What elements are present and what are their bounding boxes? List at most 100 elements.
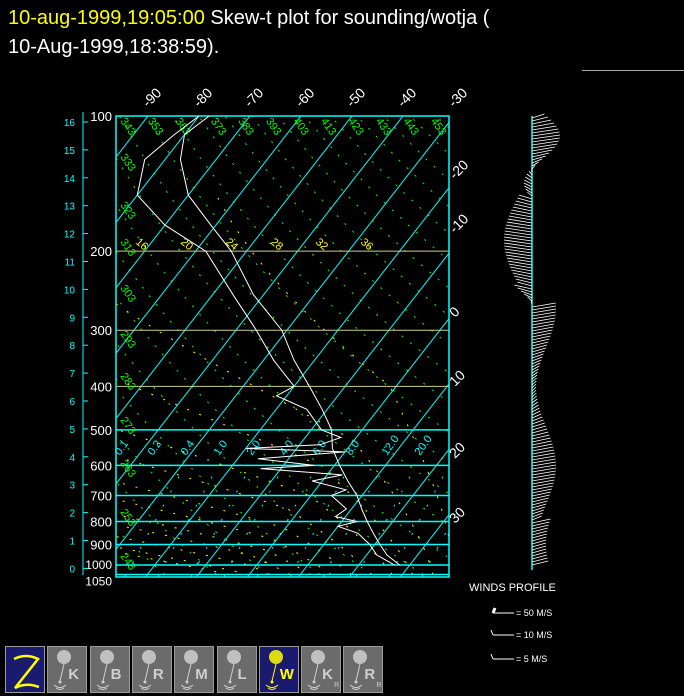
- height-tick-label: 7: [69, 369, 75, 380]
- pressure-tick-label: 1000: [85, 558, 112, 572]
- wind-barb: [531, 416, 543, 422]
- wind-barb: [530, 299, 533, 305]
- wind-barb: [531, 464, 557, 470]
- wind-barb: [531, 557, 548, 563]
- isotherm-line: [196, 252, 449, 577]
- wind-barb: [531, 500, 548, 506]
- toolbar-button-subscript: R: [376, 682, 382, 689]
- wind-barb: [531, 146, 556, 152]
- toolbar-button-m[interactable]: M: [174, 646, 215, 693]
- wind-barb: [505, 227, 533, 233]
- dry-adiabat: [356, 116, 449, 208]
- wind-barb: [531, 365, 540, 371]
- wind-barb: [531, 134, 561, 140]
- wind-barb: [531, 494, 550, 500]
- dry-adiabat-label: 313: [118, 237, 138, 259]
- balloon-icon: [53, 650, 72, 690]
- isotherm-line: [116, 116, 302, 354]
- dry-adiabat: [116, 528, 166, 575]
- wind-barb: [531, 401, 538, 407]
- wind-barb: [511, 209, 533, 215]
- wind-barb: [531, 548, 547, 554]
- wind-barb: [531, 560, 549, 566]
- dry-adiabat-label: 243: [118, 551, 138, 573]
- wind-barb: [524, 185, 533, 191]
- dry-adiabat: [116, 156, 449, 495]
- wind-barb: [514, 203, 533, 209]
- pressure-tick-label: 700: [90, 488, 112, 503]
- wind-barb: [531, 311, 556, 317]
- toolbar-button-l[interactable]: L: [216, 646, 257, 693]
- wind-barb: [531, 305, 557, 311]
- wind-barb: [528, 170, 533, 176]
- mixing-ratio-label: 1.0: [212, 438, 231, 457]
- wind-barb: [531, 308, 557, 314]
- wind-barb: [531, 521, 550, 527]
- wind-barb: [507, 260, 533, 266]
- wind-barb: [515, 200, 533, 206]
- toolbar-button-r[interactable]: R: [131, 646, 172, 693]
- wind-barb: [531, 428, 548, 434]
- wind-barb: [531, 539, 547, 545]
- wind-barb: [531, 128, 559, 134]
- moist-adiabat: [116, 513, 311, 575]
- height-tick-label: 5: [69, 425, 75, 436]
- wind-barb: [531, 410, 541, 416]
- toolbar-button-label: W: [279, 666, 294, 683]
- dry-adiabat-label: 433: [373, 116, 393, 138]
- dry-adiabat-label: 363: [173, 116, 193, 138]
- wind-barb: [531, 371, 538, 377]
- wind-barb: [531, 383, 537, 389]
- wind-barb: [531, 476, 556, 482]
- height-tick-label: 0: [69, 564, 75, 575]
- wind-barb: [531, 458, 556, 464]
- toolbar-button-w[interactable]: W: [258, 646, 299, 693]
- isotherm-line: [349, 448, 449, 577]
- toolbar-button-z[interactable]: Z: [5, 646, 45, 693]
- wind-barb: [531, 152, 550, 158]
- dry-adiabat: [435, 116, 449, 129]
- wind-barb: [531, 431, 549, 437]
- wind-barb: [531, 344, 548, 350]
- wind-barb: [531, 518, 551, 524]
- mixing-ratio-label: 0.2: [146, 438, 165, 457]
- dry-adiabat: [145, 116, 449, 433]
- balloon-icon: [223, 650, 241, 690]
- wind-barb: [531, 143, 558, 149]
- wind-barb: [531, 413, 542, 419]
- wind-barb: [531, 122, 555, 128]
- wind-barb: [526, 173, 533, 179]
- divider: [582, 70, 684, 71]
- dry-adiabat: [116, 296, 424, 575]
- height-tick-label: 10: [64, 285, 76, 296]
- pressure-tick-label: 900: [90, 537, 112, 552]
- wind-barb: [531, 407, 540, 413]
- wind-barb: [531, 515, 542, 521]
- wind-barb: [512, 206, 533, 212]
- toolbar-button-k[interactable]: K: [47, 646, 88, 693]
- dry-adiabat-label: 353: [145, 116, 165, 138]
- wind-barb: [515, 278, 533, 284]
- dry-adiabat-label: 443: [401, 116, 421, 138]
- dry-adiabat-label: 453: [428, 116, 448, 138]
- wind-barbs: [503, 113, 561, 566]
- isotherm-line: [116, 116, 251, 289]
- toolbar-button-b[interactable]: B: [89, 646, 130, 693]
- wind-barb: [503, 239, 533, 245]
- mixing-ratio-label: 12.0: [380, 433, 402, 457]
- moist-adiabat: [116, 456, 373, 575]
- wind-barb: [531, 380, 537, 386]
- toolbar-button-label: R: [152, 666, 164, 683]
- wind-barb: [512, 272, 533, 278]
- wind-barb: [531, 434, 550, 440]
- dry-adiabat-label: 323: [118, 200, 138, 222]
- winds-legend-label: = 50 M/S: [516, 608, 552, 618]
- wind-barb: [520, 290, 533, 296]
- pressure-tick-label: 500: [90, 423, 112, 438]
- wind-barb: [525, 188, 533, 194]
- wind-barb: [531, 125, 557, 131]
- pressure-tick-label: 1050: [85, 575, 112, 589]
